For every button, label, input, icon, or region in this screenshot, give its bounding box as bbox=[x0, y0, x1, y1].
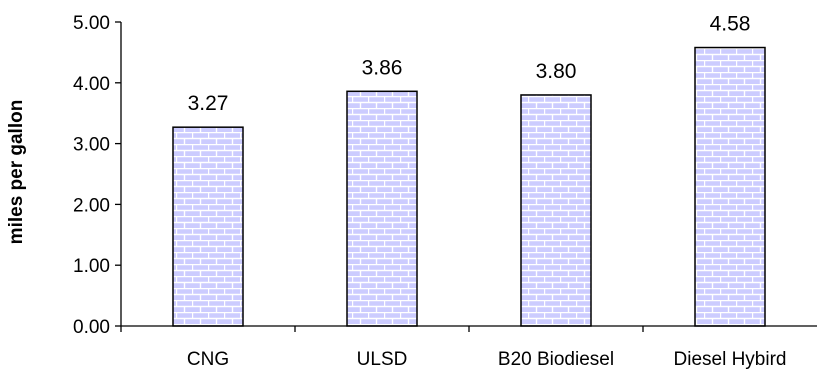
bar-cng bbox=[172, 126, 244, 327]
bar-b20-biodiesel bbox=[520, 94, 592, 327]
x-axis: CNG ULSD B20 Biodiesel Diesel Hybird bbox=[120, 325, 817, 370]
bar-ulsd bbox=[346, 90, 418, 327]
y-tick-label: 2.00 bbox=[73, 195, 110, 216]
data-label: 3.27 bbox=[188, 92, 229, 115]
x-category-label: CNG bbox=[187, 349, 229, 370]
data-label: 4.58 bbox=[710, 13, 751, 36]
x-category-label: ULSD bbox=[357, 349, 408, 370]
bar-series: 3.27 3.86 3.80 4.58 bbox=[172, 13, 766, 327]
y-axis-title: miles per gallon bbox=[6, 100, 27, 245]
y-axis: 0.00 1.00 2.00 3.00 4.00 5.00 bbox=[73, 13, 122, 338]
x-category-label: B20 Biodiesel bbox=[498, 349, 614, 370]
x-category-label: Diesel Hybird bbox=[674, 349, 787, 370]
y-tick-label: 0.00 bbox=[73, 317, 110, 338]
y-tick-label: 5.00 bbox=[73, 13, 110, 34]
bar-diesel-hybird bbox=[694, 46, 766, 327]
data-label: 3.86 bbox=[362, 56, 403, 79]
data-label: 3.80 bbox=[536, 60, 577, 83]
y-tick-label: 1.00 bbox=[73, 256, 110, 277]
y-tick-label: 3.00 bbox=[73, 135, 110, 156]
y-tick-label: 4.00 bbox=[73, 74, 110, 95]
